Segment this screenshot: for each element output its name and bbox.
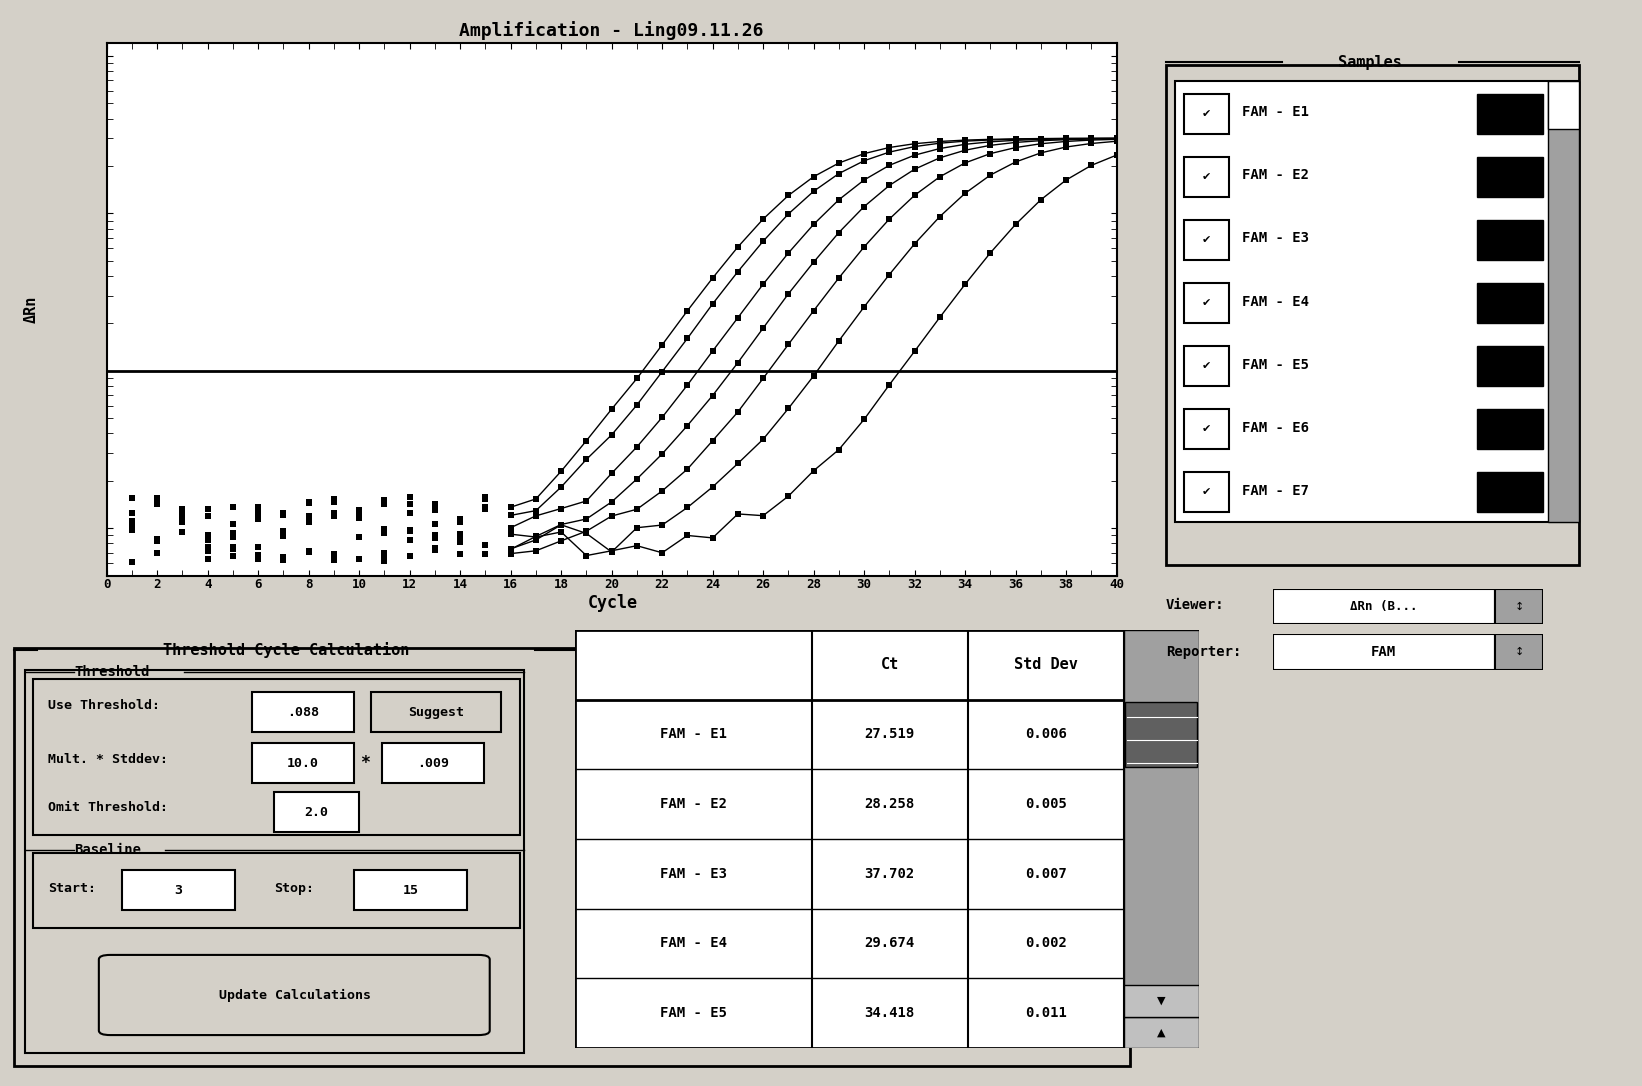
Text: ΔRn: ΔRn bbox=[23, 295, 38, 324]
Text: 0.007: 0.007 bbox=[1025, 867, 1067, 881]
FancyBboxPatch shape bbox=[1494, 589, 1543, 624]
Text: Mult. * Stddev:: Mult. * Stddev: bbox=[48, 753, 167, 766]
Text: 15: 15 bbox=[402, 884, 419, 897]
FancyBboxPatch shape bbox=[1176, 80, 1580, 522]
Text: ↕: ↕ bbox=[1514, 602, 1524, 611]
FancyBboxPatch shape bbox=[353, 870, 466, 910]
Text: 10.0: 10.0 bbox=[287, 757, 319, 770]
FancyBboxPatch shape bbox=[25, 670, 524, 1053]
FancyBboxPatch shape bbox=[251, 744, 353, 783]
Text: Threshold: Threshold bbox=[74, 666, 149, 679]
FancyBboxPatch shape bbox=[575, 630, 1149, 1048]
Text: Std Dev: Std Dev bbox=[1013, 657, 1077, 672]
Text: ✔: ✔ bbox=[1202, 488, 1212, 497]
Text: 34.418: 34.418 bbox=[865, 1006, 915, 1020]
Text: 0.011: 0.011 bbox=[1025, 1006, 1067, 1020]
Text: Start:: Start: bbox=[48, 882, 95, 895]
Text: ✔: ✔ bbox=[1202, 299, 1212, 308]
FancyBboxPatch shape bbox=[1123, 985, 1199, 1016]
Text: 37.702: 37.702 bbox=[865, 867, 915, 881]
FancyBboxPatch shape bbox=[1494, 634, 1543, 670]
Text: ▲: ▲ bbox=[1158, 1027, 1166, 1037]
FancyBboxPatch shape bbox=[1548, 80, 1580, 522]
FancyBboxPatch shape bbox=[274, 793, 360, 833]
Text: ✔: ✔ bbox=[1202, 235, 1212, 245]
FancyBboxPatch shape bbox=[371, 692, 501, 732]
Text: 3: 3 bbox=[174, 884, 182, 897]
FancyBboxPatch shape bbox=[1476, 93, 1543, 134]
FancyBboxPatch shape bbox=[99, 955, 489, 1035]
Text: FAM - E1: FAM - E1 bbox=[660, 728, 727, 742]
Text: FAM - E1: FAM - E1 bbox=[1241, 105, 1309, 119]
FancyBboxPatch shape bbox=[1476, 346, 1543, 386]
FancyBboxPatch shape bbox=[1166, 65, 1580, 565]
Text: FAM - E3: FAM - E3 bbox=[1241, 231, 1309, 245]
Text: FAM - E7: FAM - E7 bbox=[1241, 484, 1309, 497]
Text: 2.0: 2.0 bbox=[304, 806, 328, 819]
FancyBboxPatch shape bbox=[1273, 634, 1494, 670]
Text: FAM - E2: FAM - E2 bbox=[1241, 168, 1309, 182]
Text: Reporter:: Reporter: bbox=[1166, 645, 1241, 658]
Text: Stop:: Stop: bbox=[274, 882, 315, 895]
FancyBboxPatch shape bbox=[1125, 702, 1197, 767]
Text: ↕: ↕ bbox=[1514, 647, 1524, 657]
Text: ✔: ✔ bbox=[1202, 362, 1212, 371]
Text: FAM - E2: FAM - E2 bbox=[660, 797, 727, 811]
FancyBboxPatch shape bbox=[251, 692, 353, 732]
Text: Ct: Ct bbox=[880, 657, 898, 672]
Text: .009: .009 bbox=[417, 757, 448, 770]
FancyBboxPatch shape bbox=[33, 853, 521, 929]
Text: Cycle: Cycle bbox=[588, 594, 637, 611]
Text: FAM - E4: FAM - E4 bbox=[660, 936, 727, 950]
Text: 0.005: 0.005 bbox=[1025, 797, 1067, 811]
FancyBboxPatch shape bbox=[1184, 156, 1228, 197]
FancyBboxPatch shape bbox=[1476, 282, 1543, 323]
FancyBboxPatch shape bbox=[1476, 219, 1543, 260]
FancyBboxPatch shape bbox=[1184, 219, 1228, 260]
Text: Viewer:: Viewer: bbox=[1166, 598, 1225, 611]
Text: Baseline: Baseline bbox=[74, 844, 141, 857]
FancyBboxPatch shape bbox=[122, 870, 235, 910]
FancyBboxPatch shape bbox=[383, 744, 484, 783]
Text: ▼: ▼ bbox=[1158, 996, 1166, 1006]
FancyBboxPatch shape bbox=[1123, 630, 1199, 1048]
Text: Samples: Samples bbox=[1338, 54, 1402, 70]
Text: 29.674: 29.674 bbox=[865, 936, 915, 950]
FancyBboxPatch shape bbox=[1548, 80, 1580, 128]
FancyBboxPatch shape bbox=[1184, 282, 1228, 323]
Text: Suggest: Suggest bbox=[409, 706, 465, 719]
FancyBboxPatch shape bbox=[1123, 1016, 1199, 1048]
Text: Threshold Cycle Calculation: Threshold Cycle Calculation bbox=[163, 642, 409, 658]
Text: 0.006: 0.006 bbox=[1025, 728, 1067, 742]
FancyBboxPatch shape bbox=[13, 647, 1130, 1066]
FancyBboxPatch shape bbox=[1184, 346, 1228, 386]
FancyBboxPatch shape bbox=[1184, 409, 1228, 449]
FancyBboxPatch shape bbox=[1273, 589, 1494, 624]
FancyBboxPatch shape bbox=[1476, 409, 1543, 449]
Text: .088: .088 bbox=[287, 706, 319, 719]
Text: ✔: ✔ bbox=[1202, 425, 1212, 434]
FancyBboxPatch shape bbox=[1476, 472, 1543, 513]
Text: ΔRn (B...: ΔRn (B... bbox=[1350, 601, 1417, 613]
Text: Update Calculations: Update Calculations bbox=[218, 988, 371, 1001]
Text: Omit Threshold:: Omit Threshold: bbox=[48, 801, 167, 814]
Text: FAM - E4: FAM - E4 bbox=[1241, 294, 1309, 308]
Text: ✔: ✔ bbox=[1202, 172, 1212, 182]
Text: FAM - E5: FAM - E5 bbox=[660, 1006, 727, 1020]
Text: FAM - E6: FAM - E6 bbox=[1241, 420, 1309, 434]
Text: FAM: FAM bbox=[1371, 645, 1396, 659]
FancyBboxPatch shape bbox=[1184, 93, 1228, 134]
Text: Use Threshold:: Use Threshold: bbox=[48, 699, 159, 712]
FancyBboxPatch shape bbox=[1184, 472, 1228, 513]
Text: 27.519: 27.519 bbox=[865, 728, 915, 742]
Title: Amplification - Ling09.11.26: Amplification - Ling09.11.26 bbox=[460, 22, 764, 40]
Text: 0.002: 0.002 bbox=[1025, 936, 1067, 950]
Text: *: * bbox=[360, 755, 369, 772]
Text: 28.258: 28.258 bbox=[865, 797, 915, 811]
FancyBboxPatch shape bbox=[33, 679, 521, 835]
Text: ✔: ✔ bbox=[1202, 109, 1212, 118]
FancyBboxPatch shape bbox=[1476, 156, 1543, 197]
Text: FAM - E3: FAM - E3 bbox=[660, 867, 727, 881]
Text: FAM - E5: FAM - E5 bbox=[1241, 357, 1309, 371]
